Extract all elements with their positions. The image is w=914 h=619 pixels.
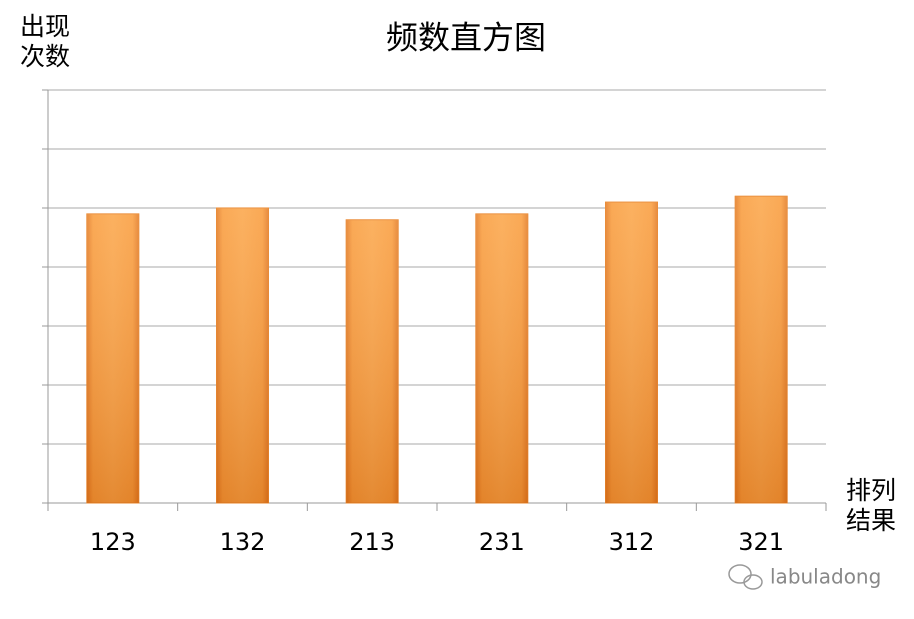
bar	[345, 219, 399, 504]
bar-shade	[346, 219, 399, 504]
watermark: labuladong	[728, 564, 881, 590]
bar	[605, 201, 658, 504]
x-tick-label: 123	[90, 528, 136, 556]
bar-shade	[216, 208, 269, 503]
x-tick-label: 321	[738, 528, 784, 556]
x-tick-label: 213	[349, 528, 395, 556]
x-tick-label: 231	[479, 528, 525, 556]
watermark-text: labuladong	[770, 565, 881, 589]
x-axis-label: 排列 结果	[846, 476, 897, 535]
bar	[734, 195, 788, 504]
x-tick-label: 312	[609, 528, 655, 556]
bar-shade	[475, 213, 528, 503]
bar	[475, 213, 529, 504]
bar-shade	[735, 196, 788, 503]
bar-shade	[605, 202, 658, 503]
y-axis-label: 出现 次数	[20, 12, 71, 71]
bar	[216, 207, 269, 504]
x-tick-label: 132	[220, 528, 266, 556]
bar	[86, 213, 140, 504]
bar-shade	[86, 213, 139, 503]
chart-title: 频数直方图	[386, 19, 546, 57]
